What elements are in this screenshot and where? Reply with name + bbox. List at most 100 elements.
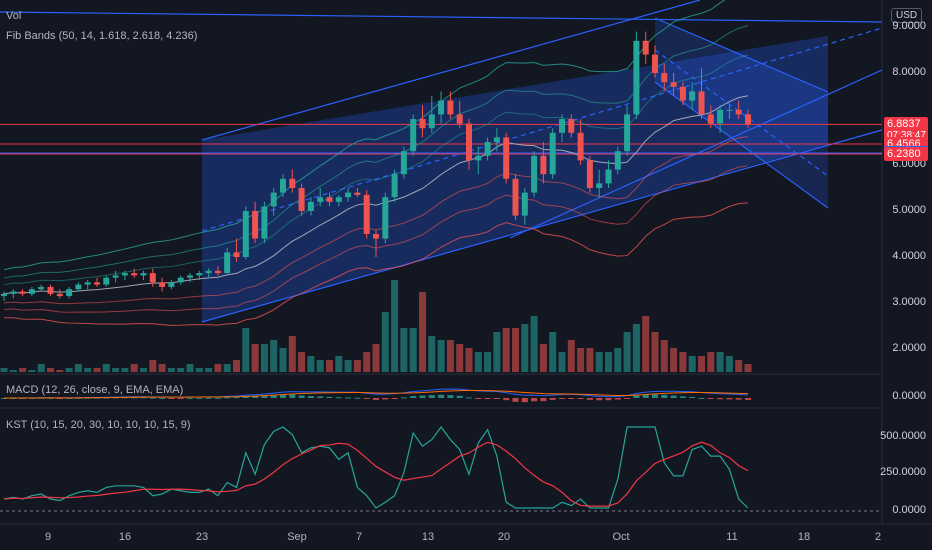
volume-bar	[400, 328, 408, 372]
price-axis-label: 4.0000	[892, 250, 926, 262]
candle-body	[168, 282, 175, 287]
macd-histogram-bar	[56, 398, 63, 399]
macd-histogram-bar	[205, 397, 212, 399]
volume-bar	[651, 332, 659, 372]
price-badge-value: 6.2380	[887, 148, 921, 161]
macd-histogram-bar	[354, 397, 361, 399]
volume-bar	[93, 368, 101, 372]
volume-bar	[456, 344, 464, 372]
volume-bar	[725, 356, 733, 372]
volume-bar	[716, 352, 724, 372]
volume-bar	[205, 368, 213, 372]
kst-legend[interactable]: KST (10, 15, 20, 30, 10, 10, 10, 15, 9)	[6, 419, 191, 431]
candle-body	[224, 252, 231, 274]
volume-bar	[707, 352, 715, 372]
candle-body	[38, 286, 45, 290]
candle-body	[19, 291, 26, 294]
candle-body	[679, 86, 686, 101]
macd-axis-label: 0.0000	[892, 390, 926, 402]
candle-body	[66, 289, 73, 297]
macd-histogram-bar	[605, 398, 612, 401]
volume-bar	[9, 370, 17, 372]
candle-body	[345, 192, 352, 198]
macd-histogram-bar	[642, 394, 649, 398]
candle-body	[159, 282, 166, 287]
macd-histogram-bar	[698, 397, 705, 399]
volume-bar	[37, 364, 45, 372]
candle-body	[10, 291, 17, 294]
macd-histogram-bar	[242, 396, 249, 398]
macd-histogram-bar	[633, 395, 640, 398]
volume-bar	[539, 344, 547, 372]
macd-histogram-bar	[428, 395, 435, 398]
macd-histogram-bar	[149, 397, 156, 399]
volume-bar	[335, 356, 343, 372]
macd-histogram-bar	[726, 398, 733, 400]
candle-body	[400, 151, 407, 175]
time-axis-label: 2	[874, 531, 882, 543]
macd-legend[interactable]: MACD (12, 26, close, 9, EMA, EMA)	[6, 384, 184, 396]
macd-histogram-bar	[568, 398, 575, 399]
time-axis-label: 7	[355, 531, 363, 543]
macd-histogram-bar	[252, 396, 259, 398]
macd-histogram-bar	[159, 397, 166, 399]
candle-body	[205, 270, 212, 274]
volume-bar	[0, 368, 8, 372]
macd-histogram-bar	[475, 398, 482, 399]
candle-body	[196, 273, 203, 276]
candle-body	[252, 211, 259, 239]
candle-body	[112, 275, 119, 278]
kst-line	[3, 425, 749, 509]
price-badge-countdown: 07:38:47	[887, 130, 926, 142]
volume-bar	[326, 360, 333, 372]
vol-legend[interactable]: Vol	[6, 10, 22, 22]
macd-histogram-bar	[717, 398, 724, 400]
volume-bar	[679, 352, 687, 372]
macd-histogram-bar	[670, 395, 677, 398]
volume-bar	[623, 332, 631, 372]
price-badge: 6.2380	[884, 147, 928, 162]
candle-body	[140, 273, 147, 276]
macd-histogram-bar	[559, 398, 565, 399]
down-channel-lower	[654, 81, 829, 209]
macd-histogram-bar	[289, 394, 296, 398]
volume-bar	[102, 364, 110, 372]
macd-histogram-bar	[270, 394, 277, 398]
volume-bar	[428, 336, 436, 372]
volume-bar	[549, 332, 557, 372]
volume-bar	[233, 360, 240, 372]
price-axis-label: 5.0000	[892, 204, 926, 216]
volume-bar	[484, 352, 492, 372]
candle-body	[261, 206, 268, 239]
time-axis-label: 9	[44, 531, 52, 543]
fib-bands-legend[interactable]: Fib Bands (50, 14, 1.618, 2.618, 4.236)	[6, 30, 198, 42]
macd-histogram-bar	[456, 395, 463, 398]
volume-bar	[614, 348, 622, 372]
volume-bar	[372, 344, 380, 372]
macd-histogram-bar	[66, 397, 73, 399]
macd-histogram-bar	[624, 398, 631, 399]
candle-body	[717, 109, 724, 124]
volume-bar	[307, 356, 315, 372]
volume-bar	[744, 364, 752, 372]
macd-histogram-bar	[735, 398, 742, 400]
volume-bar	[260, 344, 268, 372]
macd-histogram-bar	[373, 398, 379, 400]
macd-histogram-bar	[177, 398, 184, 399]
macd-histogram-bar	[214, 397, 221, 399]
candle-body	[466, 123, 472, 161]
candle-body	[605, 169, 612, 184]
currency-label[interactable]: USD	[891, 8, 923, 23]
volume-bar	[186, 364, 194, 372]
candle-body	[419, 119, 426, 129]
candle-body	[84, 282, 91, 285]
candle-body	[726, 109, 733, 111]
volume-bar	[56, 370, 64, 372]
time-axis-label: Oct	[612, 531, 630, 543]
volume-bar	[437, 340, 445, 372]
candle-body	[707, 114, 714, 124]
volume-bar	[167, 368, 175, 372]
volume-bar	[465, 348, 473, 372]
volume-bar	[242, 328, 250, 372]
